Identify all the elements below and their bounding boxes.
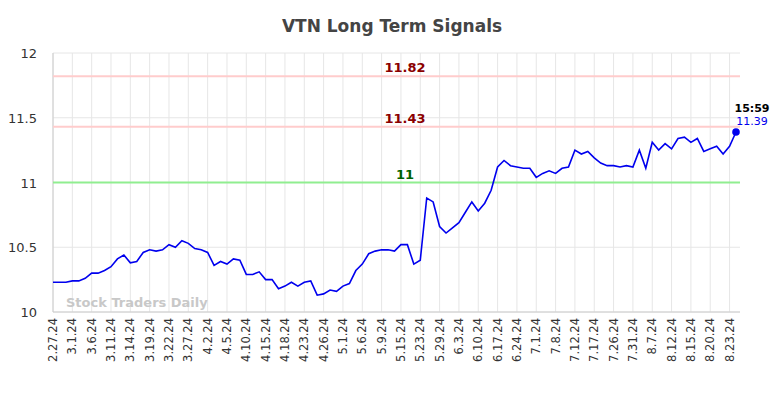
x-tick-label: 5.23.24 xyxy=(413,318,427,362)
x-tick-label: 7.12.24 xyxy=(568,318,582,362)
x-tick-label: 8.15.24 xyxy=(684,318,698,362)
chart: VTN Long Term Signals 10 10.5 11 11.5 12 2.27.… xyxy=(0,0,784,398)
x-tick-label: 3.11.24 xyxy=(104,318,118,362)
reference-line xyxy=(53,75,740,77)
x-tick-label: 6.17.24 xyxy=(491,318,505,362)
y-tick-label: 12 xyxy=(20,46,37,61)
x-tick-label: 4.2.24 xyxy=(201,318,215,355)
y-tick-label: 11.5 xyxy=(8,111,37,126)
x-tick-label: 4.23.24 xyxy=(297,318,311,362)
x-tick-label: 4.26.24 xyxy=(317,318,331,362)
x-tick-label: 8.23.24 xyxy=(723,318,737,362)
x-tick-label: 3.14.24 xyxy=(123,318,137,362)
watermark: Stock Traders Daily xyxy=(66,295,208,310)
x-tick-label: 6.10.24 xyxy=(471,318,485,362)
x-tick-label: 3.22.24 xyxy=(162,318,176,362)
plot-area xyxy=(53,76,740,295)
x-tick-label: 4.10.24 xyxy=(239,318,253,362)
x-tick-label: 7.1.24 xyxy=(529,318,543,355)
x-tick-label: 5.9.24 xyxy=(375,318,389,355)
grid-line xyxy=(53,182,740,183)
x-tick-label: 7.8.24 xyxy=(549,318,563,355)
x-tick-label: 7.31.24 xyxy=(626,318,640,362)
grid-line xyxy=(53,53,740,54)
y-tick-label: 10.5 xyxy=(8,240,37,255)
y-tick-label: 10 xyxy=(20,305,37,320)
x-tick-label: 3.6.24 xyxy=(85,318,99,355)
last-time: 15:59 xyxy=(734,102,769,115)
x-tick-label: 8.12.24 xyxy=(665,318,679,362)
x-tick-label: 8.20.24 xyxy=(703,318,717,362)
last-value: 11.39 xyxy=(736,115,768,128)
reference-label: 11.43 xyxy=(384,111,425,126)
reference-label: 11.82 xyxy=(384,60,425,75)
title: VTN Long Term Signals xyxy=(282,16,502,36)
x-tick-label: 5.1.24 xyxy=(336,318,350,355)
reference-line xyxy=(53,126,740,128)
x-tick-label: 4.15.24 xyxy=(259,318,273,362)
x-axis xyxy=(53,312,740,313)
x-tick-label: 7.17.24 xyxy=(587,318,601,362)
grid-line xyxy=(53,312,740,313)
x-tick-label: 3.1.24 xyxy=(65,318,79,355)
x-tick-label: 4.5.24 xyxy=(220,318,234,355)
x-tick-label: 7.26.24 xyxy=(607,318,621,362)
x-tick-label: 8.7.24 xyxy=(645,318,659,355)
x-tick-label: 5.29.24 xyxy=(433,318,447,362)
last-point xyxy=(732,128,740,136)
x-tick-label: 5.15.24 xyxy=(394,318,408,362)
x-tick-label: 3.27.24 xyxy=(181,318,195,362)
x-tick-label: 3.19.24 xyxy=(143,318,157,362)
grid-line xyxy=(53,247,740,248)
x-tick-label: 6.3.24 xyxy=(452,318,466,355)
x-tick-label: 6.24.24 xyxy=(510,318,524,362)
x-tick-label: 4.18.24 xyxy=(278,318,292,362)
reference-line xyxy=(53,182,740,184)
x-tick-label: 5.6.24 xyxy=(355,318,369,355)
x-tick-label: 2.27.24 xyxy=(46,318,60,362)
reference-label: 11 xyxy=(396,167,414,182)
price-line xyxy=(53,132,736,295)
y-tick-label: 11 xyxy=(20,176,37,191)
